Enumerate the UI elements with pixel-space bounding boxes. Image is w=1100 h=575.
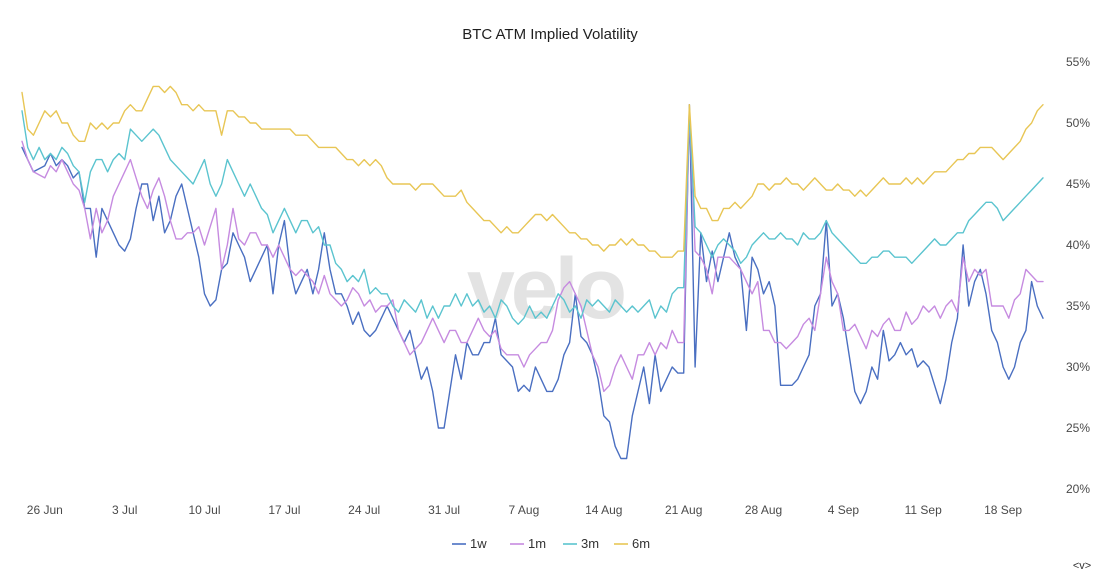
chart-title: BTC ATM Implied Volatility: [462, 26, 638, 43]
watermark-logo: velo: [467, 241, 625, 337]
x-tick-label: 18 Sep: [984, 503, 1022, 517]
legend-item-1m[interactable]: 1m: [510, 536, 546, 551]
legend-item-6m[interactable]: 6m: [614, 536, 650, 551]
series-line-1w: [21, 104, 1044, 460]
x-tick-label: 26 Jun: [27, 503, 63, 517]
x-tick-label: 7 Aug: [509, 503, 540, 517]
x-tick-label: 28 Aug: [745, 503, 782, 517]
legend-item-3m[interactable]: 3m: [563, 536, 599, 551]
legend: 1w 1m 3m 6m: [452, 536, 650, 551]
legend-label: 1w: [470, 536, 487, 551]
legend-item-1w[interactable]: 1w: [452, 536, 487, 551]
x-tick-label: 31 Jul: [428, 503, 460, 517]
x-tick-label: 3 Jul: [112, 503, 137, 517]
x-axis: 26 Jun 3 Jul 10 Jul 17 Jul 24 Jul 31 Jul 7 Aug…: [27, 503, 1023, 517]
y-tick-label: 55%: [1066, 55, 1090, 69]
code-brackets-icon[interactable]: <v>: [1073, 560, 1091, 572]
y-tick-label: 25%: [1066, 421, 1090, 435]
y-tick-label: 30%: [1066, 360, 1090, 374]
y-tick-label: 35%: [1066, 299, 1090, 313]
series-line-3m: [21, 110, 1044, 325]
legend-label: 6m: [632, 536, 650, 551]
y-tick-label: 45%: [1066, 177, 1090, 191]
series-line-6m: [21, 85, 1044, 258]
x-tick-label: 4 Sep: [828, 503, 860, 517]
legend-label: 3m: [581, 536, 599, 551]
x-tick-label: 14 Aug: [585, 503, 622, 517]
x-tick-label: 11 Sep: [905, 503, 942, 517]
x-tick-label: 10 Jul: [188, 503, 220, 517]
y-axis: 20% 25% 30% 35% 40% 45% 50% 55%: [1066, 55, 1090, 496]
x-tick-label: 24 Jul: [348, 503, 380, 517]
y-tick-label: 50%: [1066, 116, 1090, 130]
legend-label: 1m: [528, 536, 546, 551]
y-tick-label: 20%: [1066, 482, 1090, 496]
x-tick-label: 17 Jul: [268, 503, 300, 517]
series-layer: [21, 85, 1044, 460]
x-tick-label: 21 Aug: [665, 503, 702, 517]
y-tick-label: 40%: [1066, 238, 1090, 252]
series-line-1m: [21, 110, 1044, 393]
